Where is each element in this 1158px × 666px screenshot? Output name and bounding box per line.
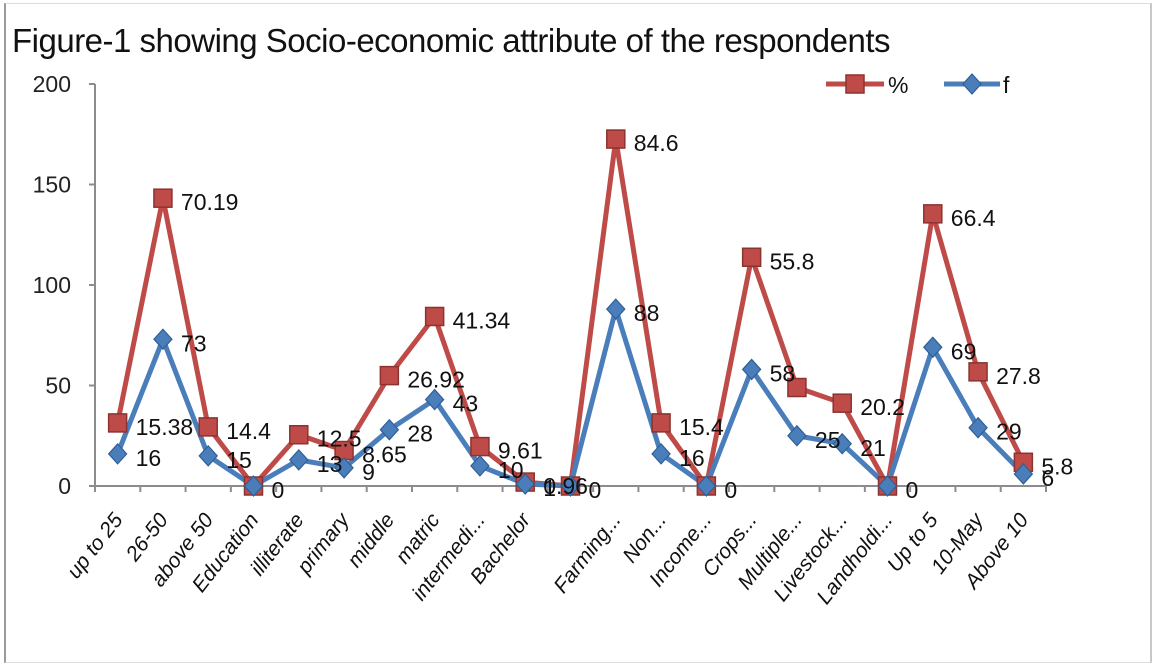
x-category-label: Farming... — [549, 509, 625, 598]
data-label-f: 69 — [951, 338, 977, 364]
f-marker — [515, 473, 536, 495]
percent-marker — [606, 129, 626, 149]
legend-marker-percent — [845, 74, 865, 94]
data-label-percent: 5.8 — [1041, 453, 1073, 479]
f-marker — [605, 298, 626, 321]
percent-marker — [832, 393, 852, 413]
percent-marker — [923, 204, 943, 224]
data-label-f: 29 — [996, 419, 1022, 445]
f-marker — [243, 475, 264, 497]
data-label-f: 28 — [407, 421, 433, 447]
data-label-percent: 14.4 — [226, 418, 271, 444]
data-label-f: 0 — [724, 477, 737, 503]
percent-marker — [741, 247, 762, 268]
f-marker — [877, 475, 898, 497]
f-marker — [288, 448, 309, 471]
data-label-percent: 55.8 — [770, 248, 815, 274]
chart-frame — [4, 3, 1152, 663]
data-label-f: 58 — [770, 360, 796, 386]
f-marker — [424, 388, 445, 411]
chart-title: Figure-1 showing Socio-economic attribut… — [12, 22, 891, 59]
data-label-percent: 66.4 — [951, 205, 996, 231]
data-label-f: 16 — [679, 445, 705, 471]
f-marker — [470, 455, 490, 477]
f-marker — [1013, 463, 1034, 485]
data-label-f: 25 — [815, 427, 841, 453]
data-label-f: 1 — [543, 475, 556, 501]
f-marker — [787, 424, 807, 447]
y-tick-label: 50 — [45, 373, 71, 399]
x-category-label: middle — [343, 509, 399, 572]
percent-marker — [651, 413, 671, 433]
y-tick-label: 150 — [33, 172, 71, 198]
f-marker — [153, 328, 173, 351]
percent-marker — [379, 365, 400, 386]
data-label-f: 9 — [362, 459, 375, 485]
data-label-percent: 15.4 — [679, 414, 724, 440]
percent-marker — [153, 188, 173, 208]
data-label-percent: 12.5 — [317, 426, 362, 452]
data-label-percent: 15.38 — [136, 414, 194, 440]
data-label-f: 43 — [453, 391, 479, 417]
f-marker — [560, 475, 581, 497]
percent-marker — [107, 413, 128, 433]
data-label-percent: 20.2 — [860, 394, 905, 420]
data-label-percent: 84.6 — [634, 130, 679, 156]
data-label-f: 0 — [906, 477, 919, 503]
percent-marker — [424, 306, 445, 327]
data-label-f: 15 — [226, 447, 252, 473]
data-label-f: 13 — [317, 451, 343, 477]
f-marker — [107, 442, 128, 465]
y-tick-label: 200 — [33, 71, 71, 97]
f-marker — [379, 418, 400, 441]
data-label-percent: 70.19 — [181, 189, 239, 215]
percent-marker — [289, 424, 309, 445]
f-marker — [651, 442, 671, 465]
legend-label-f: f — [1003, 72, 1010, 98]
data-label-f: 21 — [860, 435, 886, 461]
f-marker — [832, 432, 853, 455]
data-label-percent: 0.96 — [543, 473, 588, 499]
data-label-percent: 27.8 — [996, 363, 1041, 389]
data-label-f: 88 — [634, 300, 660, 326]
f-marker — [198, 444, 219, 467]
x-category-label: up to 25 — [63, 509, 128, 583]
y-tick-label: 100 — [33, 272, 71, 298]
f-marker — [968, 416, 988, 439]
data-label-f: 0 — [272, 477, 285, 503]
legend-marker-f — [962, 73, 982, 95]
percent-marker — [198, 417, 218, 437]
legend-label-percent: % — [888, 72, 908, 98]
data-label-percent: 8.65 — [362, 442, 407, 468]
y-tick-label: 0 — [58, 473, 71, 499]
data-label-percent: 26.92 — [407, 367, 465, 393]
percent-marker — [470, 436, 490, 457]
percent-marker — [787, 377, 807, 398]
data-label-f: 0 — [589, 477, 602, 503]
f-marker — [696, 475, 717, 497]
data-label-f: 16 — [136, 445, 162, 471]
percent-marker — [968, 362, 988, 382]
data-label-percent: 9.61 — [498, 438, 543, 464]
f-marker — [741, 358, 762, 381]
data-label-f: 10 — [498, 457, 524, 483]
data-label-f: 6 — [1041, 465, 1054, 491]
f-marker — [922, 336, 943, 359]
data-label-f: 73 — [181, 330, 207, 356]
f-marker — [334, 457, 354, 479]
data-label-percent: 41.34 — [453, 307, 511, 333]
